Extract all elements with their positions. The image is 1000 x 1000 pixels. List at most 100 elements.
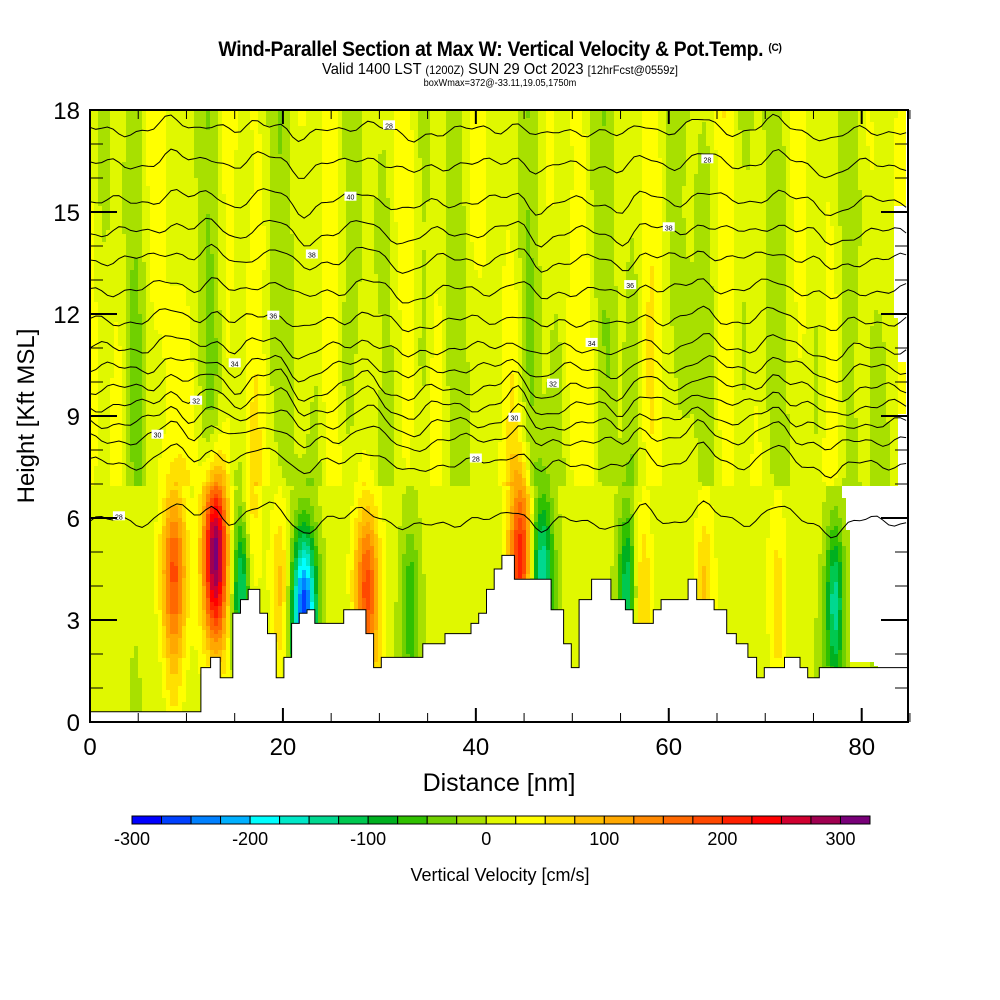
- velocity-cell: [218, 138, 222, 142]
- velocity-cell: [502, 430, 506, 434]
- subtitle-valid: Valid 1400 LST: [321, 61, 422, 78]
- velocity-cell: [90, 146, 98, 150]
- velocity-cell: [782, 126, 790, 130]
- velocity-cell: [662, 342, 674, 346]
- velocity-cell: [218, 290, 226, 294]
- velocity-cell: [526, 258, 534, 262]
- velocity-cell: [294, 318, 322, 322]
- velocity-cell: [294, 258, 322, 262]
- velocity-cell: [446, 202, 462, 206]
- velocity-cell: [446, 190, 462, 194]
- velocity-cell: [146, 394, 166, 398]
- velocity-cell: [414, 402, 430, 406]
- velocity-cell: [230, 426, 246, 430]
- velocity-cell: [150, 218, 166, 222]
- velocity-cell: [210, 110, 218, 114]
- velocity-cell: [798, 306, 806, 310]
- velocity-cell: [322, 354, 338, 358]
- velocity-cell: [462, 158, 470, 162]
- velocity-cell: [90, 382, 98, 386]
- velocity-cell: [562, 382, 566, 386]
- velocity-cell: [402, 318, 414, 322]
- velocity-cell: [514, 270, 522, 274]
- velocity-cell: [218, 118, 222, 122]
- velocity-cell: [486, 222, 518, 226]
- velocity-cell: [526, 338, 534, 342]
- velocity-cell: [682, 202, 694, 206]
- velocity-cell: [734, 218, 766, 222]
- velocity-cell: [598, 410, 618, 414]
- velocity-cell: [590, 138, 614, 142]
- velocity-cell: [122, 402, 126, 406]
- velocity-cell: [838, 302, 842, 306]
- velocity-cell: [338, 230, 346, 234]
- velocity-cell: [234, 194, 250, 198]
- velocity-cell: [794, 250, 806, 254]
- velocity-cell: [270, 138, 278, 142]
- velocity-cell: [838, 426, 846, 430]
- velocity-cell: [662, 258, 670, 262]
- velocity-cell: [218, 126, 222, 130]
- velocity-cell: [138, 282, 146, 286]
- velocity-cell: [142, 158, 146, 162]
- velocity-cell: [642, 394, 646, 398]
- velocity-cell: [486, 158, 518, 162]
- velocity-cell: [734, 250, 766, 254]
- velocity-cell: [570, 226, 586, 230]
- velocity-cell: [126, 142, 142, 146]
- velocity-cell: [734, 290, 766, 294]
- velocity-cell: [322, 250, 338, 254]
- velocity-cell: [94, 230, 102, 234]
- velocity-cell: [734, 354, 742, 358]
- velocity-cell: [222, 354, 226, 358]
- velocity-cell: [466, 310, 502, 314]
- velocity-cell: [838, 142, 858, 146]
- velocity-cell: [534, 294, 542, 298]
- velocity-cell: [554, 322, 558, 326]
- velocity-cell: [362, 274, 378, 278]
- velocity-cell: [146, 374, 166, 378]
- velocity-cell: [190, 350, 198, 354]
- velocity-cell: [766, 386, 786, 390]
- velocity-cell: [590, 186, 614, 190]
- velocity-cell: [686, 142, 698, 146]
- velocity-cell: [594, 242, 614, 246]
- velocity-cell: [262, 178, 270, 182]
- velocity-cell: [210, 238, 218, 242]
- velocity-cell: [510, 406, 514, 410]
- velocity-cell: [618, 338, 626, 342]
- velocity-cell: [794, 230, 806, 234]
- velocity-cell: [350, 426, 378, 430]
- velocity-cell: [470, 210, 486, 214]
- velocity-cell: [126, 366, 130, 370]
- velocity-cell: [618, 286, 626, 290]
- velocity-cell: [254, 138, 262, 142]
- velocity-cell: [630, 238, 634, 242]
- velocity-cell: [142, 170, 146, 174]
- velocity-cell: [414, 174, 422, 178]
- velocity-cell: [98, 190, 110, 194]
- velocity-cell: [574, 174, 586, 178]
- velocity-cell: [226, 354, 230, 358]
- velocity-cell: [786, 370, 814, 374]
- velocity-cell: [362, 194, 378, 198]
- velocity-cell: [318, 430, 326, 434]
- velocity-cell: [678, 394, 714, 398]
- velocity-cell: [166, 110, 194, 114]
- velocity-cell: [126, 158, 142, 162]
- velocity-cell: [594, 250, 614, 254]
- velocity-cell: [470, 142, 486, 146]
- velocity-cell: [642, 250, 662, 254]
- velocity-cell: [222, 374, 246, 378]
- velocity-cell: [502, 270, 514, 274]
- velocity-cell: [398, 226, 414, 230]
- velocity-cell: [806, 282, 826, 286]
- velocity-cell: [126, 286, 130, 290]
- velocity-cell: [838, 186, 858, 190]
- velocity-cell: [266, 410, 274, 414]
- velocity-cell: [554, 162, 574, 166]
- velocity-cell: [338, 398, 346, 402]
- velocity-cell: [430, 406, 442, 410]
- velocity-cell: [234, 246, 250, 250]
- velocity-cell: [790, 190, 806, 194]
